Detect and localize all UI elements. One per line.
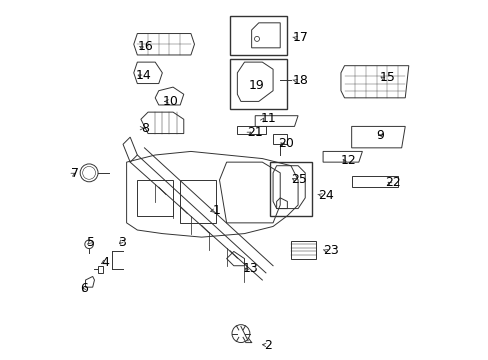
Text: 17: 17	[292, 31, 308, 44]
Text: 22: 22	[385, 176, 401, 189]
Text: 23: 23	[323, 244, 338, 257]
Text: 9: 9	[375, 129, 383, 142]
Text: 14: 14	[136, 69, 151, 82]
Text: 5: 5	[86, 236, 94, 249]
Text: 8: 8	[141, 122, 149, 135]
Text: 6: 6	[80, 282, 88, 295]
Text: 20: 20	[278, 137, 294, 150]
Text: 12: 12	[340, 154, 356, 167]
Text: 15: 15	[379, 71, 395, 84]
Text: 3: 3	[118, 236, 125, 249]
Text: 13: 13	[242, 262, 258, 275]
Text: 16: 16	[137, 40, 153, 53]
Text: 21: 21	[247, 126, 263, 139]
Text: 25: 25	[290, 173, 306, 186]
Text: 2: 2	[264, 338, 271, 351]
Text: 4: 4	[101, 256, 108, 269]
Text: 10: 10	[162, 95, 178, 108]
Text: 1: 1	[212, 204, 220, 217]
Text: 11: 11	[260, 112, 276, 125]
Text: 19: 19	[248, 79, 264, 92]
Text: 24: 24	[317, 189, 333, 202]
Text: 7: 7	[71, 167, 79, 180]
Text: 18: 18	[292, 74, 308, 87]
